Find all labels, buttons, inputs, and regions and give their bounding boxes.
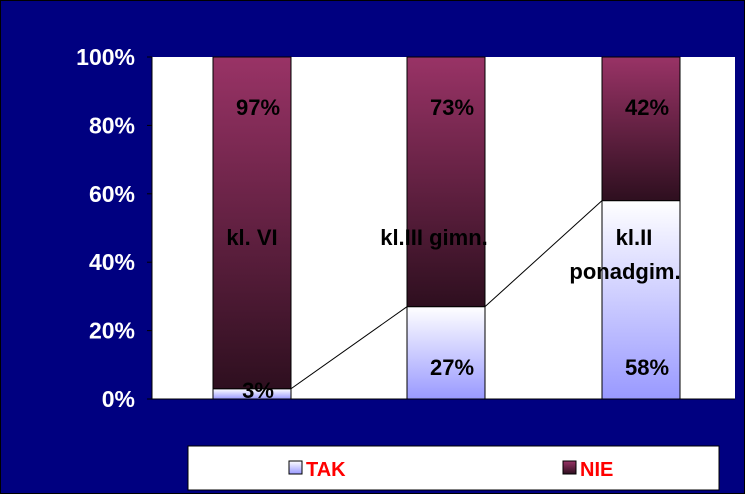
bar-tak-2 — [406, 306, 486, 400]
data-label-tak: 58% — [625, 355, 669, 380]
bar-tak-3 — [601, 200, 681, 400]
y-tick-label: 20% — [89, 318, 135, 344]
data-labels: 3% 97% 27% 73% 58% 42% — [236, 95, 669, 403]
legend-label-nie: NIE — [580, 459, 613, 481]
series-connector-line — [484, 200, 603, 308]
category-label: kl.III gimn. — [380, 225, 488, 250]
legend-swatch-tak — [288, 460, 303, 475]
legend-swatch-nie — [562, 460, 577, 475]
category-labels: kl. VI kl.III gimn. kl.II ponadgim. — [226, 225, 680, 284]
series-connector-line — [290, 306, 408, 390]
data-label-nie: 73% — [430, 95, 474, 120]
bars — [212, 56, 681, 400]
y-tick-label: 40% — [89, 249, 135, 275]
category-label: kl. VI — [226, 225, 277, 250]
legend-label-tak: TAK — [306, 459, 346, 481]
data-label-tak: 3% — [242, 378, 274, 403]
bar-nie-3 — [601, 56, 681, 202]
bar-nie-2 — [406, 56, 486, 308]
y-tick-label: 0% — [102, 386, 135, 412]
y-tick-label: 80% — [89, 112, 135, 138]
bar-nie-1 — [212, 56, 292, 390]
data-label-nie: 42% — [625, 95, 669, 120]
series-lines — [290, 200, 603, 390]
data-label-nie: 97% — [236, 95, 280, 120]
legend-box — [187, 445, 720, 491]
category-label: ponadgim. — [569, 259, 680, 284]
legend: TAK NIE — [187, 445, 720, 491]
y-tick-label: 60% — [89, 181, 135, 207]
category-label: kl.II — [616, 225, 653, 250]
y-axis: 0% 20% 40% 60% 80% 100% — [76, 44, 152, 412]
y-tick-label: 100% — [76, 44, 135, 70]
data-label-tak: 27% — [430, 355, 474, 380]
